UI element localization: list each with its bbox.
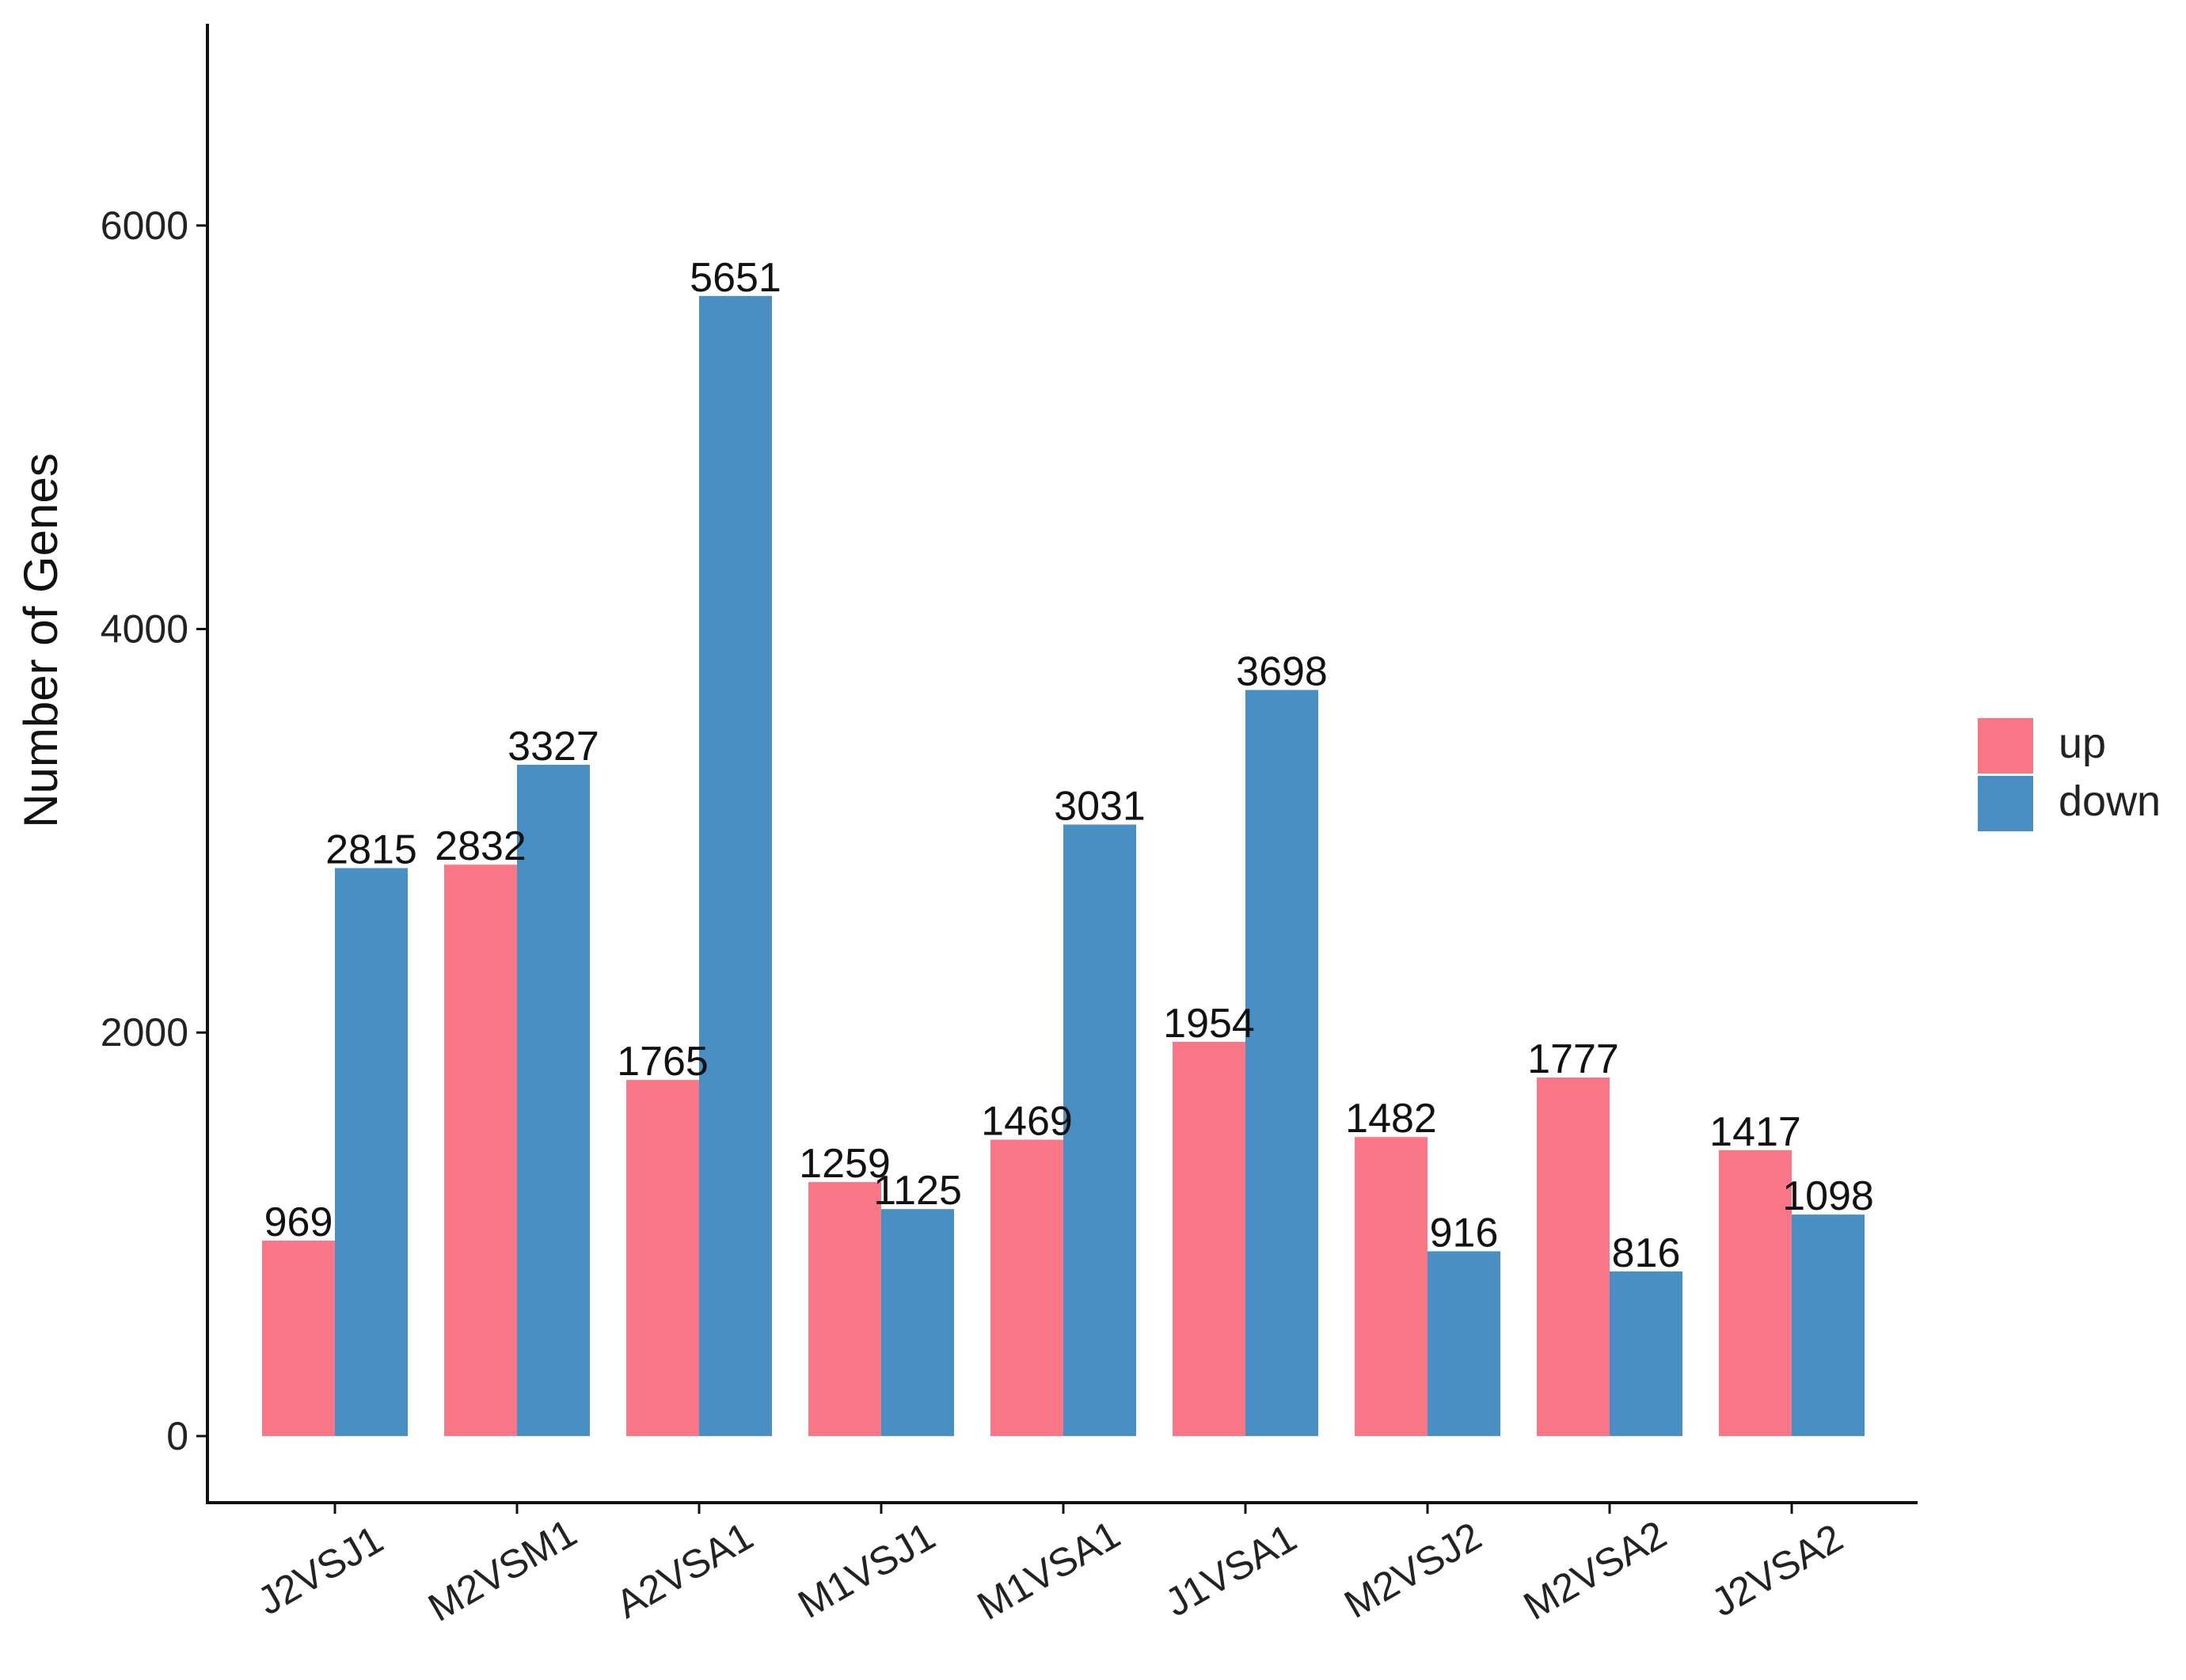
bars-layer — [262, 295, 1865, 1436]
data-label-up-m1vsa1: 1469 — [981, 1099, 1073, 1145]
x-tick-label-m2vsa2: M2VSA2 — [1516, 1512, 1674, 1629]
y-tick-label: 2000 — [101, 1010, 188, 1055]
bar-up-m2vsm1 — [444, 865, 517, 1436]
data-label-up-m2vsm1: 2832 — [435, 823, 527, 869]
data-label-down-m1vsj1: 1125 — [873, 1168, 962, 1214]
bar-up-j1vsa1 — [1173, 1041, 1245, 1436]
legend-swatch-down — [1978, 776, 2033, 831]
bar-down-m1vsa1 — [1063, 824, 1136, 1436]
bar-down-j2vsj1 — [335, 868, 408, 1436]
data-label-up-a2vsa1: 1765 — [617, 1039, 709, 1085]
x-tick-label-m2vsj2: M2VSJ2 — [1337, 1514, 1489, 1627]
bar-up-m1vsj1 — [808, 1182, 881, 1436]
data-label-up-j2vsa2: 1417 — [1709, 1109, 1801, 1155]
y-tick-label: 0 — [166, 1414, 188, 1458]
bar-up-m2vsj2 — [1355, 1137, 1428, 1436]
x-tick-label-m1vsa1: M1VSA1 — [970, 1512, 1127, 1629]
data-label-up-j1vsa1: 1954 — [1163, 1001, 1255, 1047]
bar-up-a2vsa1 — [626, 1080, 699, 1436]
bar-up-j2vsj1 — [262, 1241, 335, 1436]
data-label-down-a2vsa1: 5651 — [690, 255, 781, 301]
legend-label-up: up — [2059, 720, 2106, 767]
data-label-down-m2vsj2: 916 — [1430, 1211, 1499, 1256]
x-tick-label-j2vsa2: J2VSA2 — [1704, 1515, 1850, 1625]
bar-down-m2vsj2 — [1428, 1251, 1500, 1436]
x-tick-label-j1vsa1: J1VSA1 — [1158, 1515, 1303, 1625]
data-label-down-m2vsa2: 816 — [1612, 1230, 1681, 1276]
legend-swatch-up — [1978, 718, 2033, 773]
x-tick-label-j2vsj1: J2VSJ1 — [250, 1517, 390, 1624]
data-label-up-m2vsj2: 1482 — [1345, 1096, 1437, 1142]
data-label-down-j2vsj1: 2815 — [325, 827, 417, 873]
data-label-down-j2vsa2: 1098 — [1782, 1173, 1874, 1219]
data-label-up-m1vsj1: 1259 — [799, 1141, 891, 1187]
bar-up-m2vsa2 — [1537, 1078, 1610, 1436]
x-tick-label-m1vsj1: M1VSJ1 — [791, 1514, 943, 1627]
bar-down-j2vsa2 — [1792, 1214, 1865, 1436]
y-tick-label: 6000 — [101, 203, 188, 248]
data-label-up-m2vsa2: 1777 — [1527, 1036, 1619, 1082]
legend-label-down: down — [2059, 777, 2161, 825]
data-label-down-m1vsa1: 3031 — [1054, 784, 1146, 830]
data-label-down-m2vsm1: 3327 — [508, 724, 599, 770]
bar-down-m2vsm1 — [517, 765, 590, 1436]
bar-up-m1vsa1 — [990, 1139, 1063, 1436]
data-label-down-j1vsa1: 3698 — [1236, 649, 1328, 695]
legend: up down — [1978, 718, 2161, 831]
x-tick-label-m2vsm1: M2VSM1 — [420, 1511, 584, 1630]
y-axis-title: Number of Genes — [14, 453, 67, 828]
bar-down-j1vsa1 — [1245, 690, 1318, 1436]
bar-down-m2vsa2 — [1610, 1271, 1682, 1436]
data-label-up-j2vsj1: 969 — [264, 1199, 333, 1245]
bar-up-j2vsa2 — [1719, 1150, 1792, 1436]
bar-down-m1vsj1 — [881, 1209, 954, 1436]
bar-down-a2vsa1 — [699, 295, 772, 1436]
x-tick-label-a2vsa1: A2VSA1 — [609, 1514, 761, 1627]
y-tick-label: 4000 — [101, 607, 188, 652]
